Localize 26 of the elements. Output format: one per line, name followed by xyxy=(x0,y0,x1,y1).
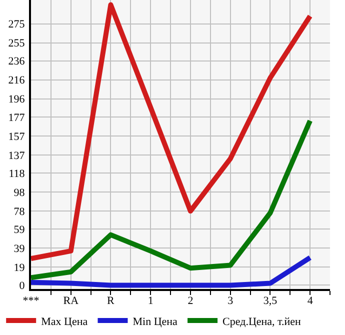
x-tick-label: RA xyxy=(63,295,79,308)
y-tick-label: 78 xyxy=(14,206,26,218)
legend-label: Сред.Цена, т.йен xyxy=(222,316,302,328)
y-tick-label: 98 xyxy=(14,186,26,199)
y-tick-label: 59 xyxy=(14,224,26,236)
y-tick-label: 137 xyxy=(8,150,26,162)
x-tick-label: 1 xyxy=(148,295,154,308)
y-tick-label: 216 xyxy=(8,74,26,87)
legend-label: Max Цена xyxy=(41,316,88,328)
y-tick-label: 19 xyxy=(14,262,26,274)
legend-label: Min Цена xyxy=(132,316,178,328)
y-tick-label: 0 xyxy=(19,280,26,292)
y-tick-label: 157 xyxy=(8,130,26,143)
y-tick-label: 39 xyxy=(14,242,26,255)
y-tick-label: 236 xyxy=(8,56,26,68)
x-tick-label: R xyxy=(107,295,116,308)
y-tick-label: 255 xyxy=(8,38,26,50)
x-tick-label: 4 xyxy=(307,295,314,308)
x-tick-label: 3,5 xyxy=(263,295,278,308)
x-tick-label: *** xyxy=(22,295,40,308)
y-tick-label: 118 xyxy=(8,168,26,180)
x-tick-label: 3 xyxy=(228,295,234,308)
y-tick-label: 196 xyxy=(8,94,26,106)
x-tick-label: 2 xyxy=(188,295,194,308)
y-tick-label: 177 xyxy=(8,112,26,124)
y-tick-label: 275 xyxy=(8,18,26,31)
